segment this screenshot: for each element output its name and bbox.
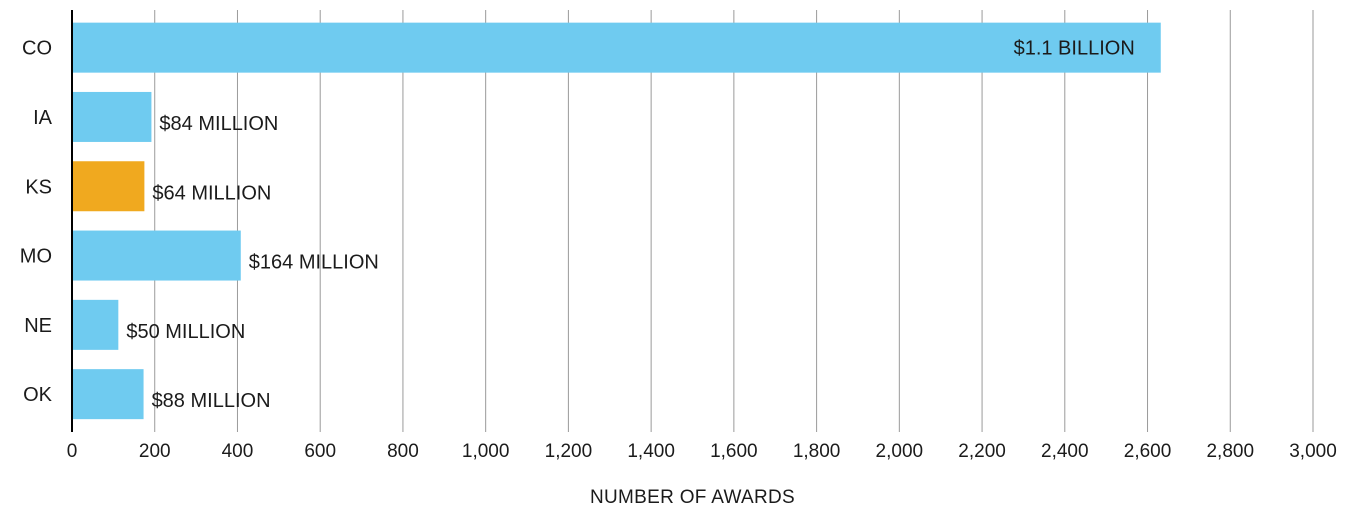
category-label-ks: KS [25, 176, 52, 198]
x-tick-labels: 0 200 400 600 800 1,000 1,200 1,400 1,600 1,800 2,… [67, 441, 1337, 462]
bar-ok [72, 369, 144, 420]
x-tick-label: 1,200 [545, 441, 593, 462]
bar-value-label-ia: $84 MILLION [159, 113, 278, 135]
bars [72, 22, 1161, 420]
gridlines [154, 10, 1314, 432]
x-tick-label: 2,000 [876, 441, 924, 462]
x-tick-label: 2,200 [958, 441, 1006, 462]
x-axis-title: NUMBER OF AWARDS [590, 487, 795, 508]
x-tick-label: 2,600 [1124, 441, 1172, 462]
x-tick-label: 1,400 [627, 441, 675, 462]
x-tick-label: 1,800 [793, 441, 841, 462]
bar-ks [72, 161, 145, 212]
category-label-co: CO [22, 38, 52, 60]
bar-value-label-ne: $50 MILLION [126, 321, 245, 343]
x-tick-label: 800 [387, 441, 419, 462]
category-label-ne: NE [24, 315, 52, 337]
x-tick-label: 2,800 [1206, 441, 1254, 462]
category-labels: CO IA KS MO NE OK [20, 38, 53, 406]
x-tick-label: 400 [222, 441, 254, 462]
bar-value-label-co: $1.1 BILLION [1014, 38, 1135, 60]
category-label-mo: MO [20, 246, 52, 268]
x-tick-label: 0 [67, 441, 78, 462]
x-tick-label: 200 [139, 441, 171, 462]
bar-ne [72, 299, 119, 350]
bar-ia [72, 91, 152, 142]
bar-value-label-mo: $164 MILLION [249, 252, 379, 274]
x-tick-label: 2,400 [1041, 441, 1089, 462]
category-label-ok: OK [23, 384, 53, 406]
bar-value-label-ok: $88 MILLION [152, 390, 271, 412]
bar-value-labels: $1.1 BILLION $84 MILLION $64 MILLION $164 M… [126, 38, 1135, 412]
x-tick-label: 1,600 [710, 441, 758, 462]
bar-co [72, 22, 1161, 73]
x-tick-label: 600 [304, 441, 336, 462]
bar-mo [72, 230, 241, 281]
x-tick-label: 1,000 [462, 441, 510, 462]
bar-value-label-ks: $64 MILLION [152, 182, 271, 204]
category-label-ia: IA [33, 107, 53, 129]
x-tick-label: 3,000 [1289, 441, 1337, 462]
